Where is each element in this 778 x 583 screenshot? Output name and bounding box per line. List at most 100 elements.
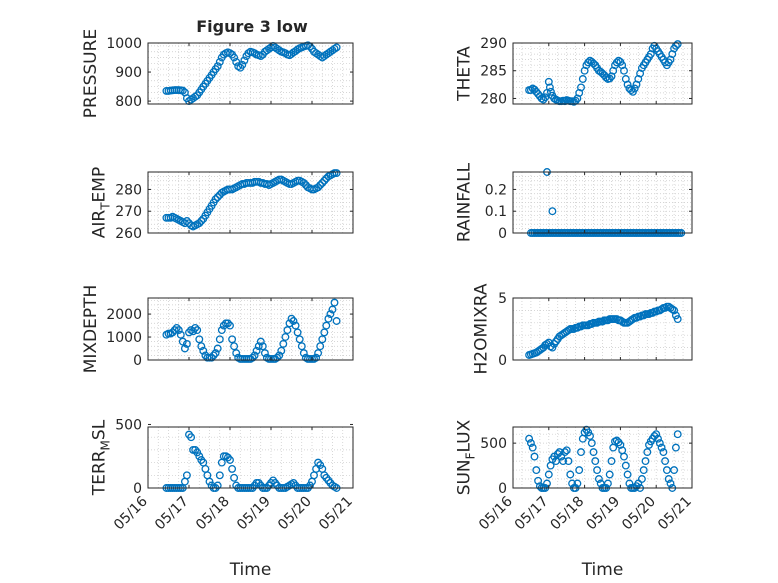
panel-5-point <box>172 323 181 332</box>
panel-5-point <box>297 342 306 351</box>
panel-8-point <box>616 440 625 449</box>
panel-1-point <box>240 56 249 65</box>
panel-5-ytick-label: 1000 <box>106 330 142 346</box>
panel-3-ytick-label: 280 <box>115 182 142 198</box>
panel-5-point <box>332 317 341 325</box>
panel-1-point <box>191 92 200 101</box>
panel-1-point <box>234 62 243 71</box>
panel-3-point <box>195 219 204 228</box>
panel-2-point <box>541 93 550 102</box>
panel-8-point <box>655 439 664 448</box>
panel-8-point <box>661 457 670 466</box>
panel-8-point <box>577 448 585 457</box>
panel-6-point <box>577 322 585 331</box>
panel-8-point <box>564 457 573 466</box>
panel-5-point <box>250 351 259 360</box>
panel-7-point <box>213 481 222 490</box>
panel-6-point <box>593 318 602 327</box>
panel-5-point <box>178 337 187 346</box>
panel-6-point <box>603 316 612 325</box>
panel-2-point <box>623 80 632 89</box>
panel-8-point <box>530 452 539 461</box>
panel-6-ytick-label: 0 <box>498 353 507 369</box>
panel-2-point <box>546 87 555 96</box>
panel-8-point <box>671 443 680 452</box>
panel-1-grid <box>148 43 353 104</box>
panel-7-grid <box>148 427 353 488</box>
panel-8-point <box>641 457 650 466</box>
panel-8-point <box>607 457 616 466</box>
panel-8-point <box>657 443 666 452</box>
panel-4-point <box>548 207 557 216</box>
panel-5-point <box>230 342 239 351</box>
panel-1-point <box>213 62 222 71</box>
panel-7-point <box>316 461 325 470</box>
panel-5-point <box>215 335 224 344</box>
panel-7-point <box>215 471 224 480</box>
panel-5-point <box>213 344 222 353</box>
panel-1: 800 900 1000 PRESSURE <box>81 29 354 118</box>
panel-6-point <box>668 305 677 314</box>
panel-8-ylabel: SUNFLUX <box>455 419 478 495</box>
panel-8-point <box>637 475 646 483</box>
panel-8-point <box>664 475 673 483</box>
panel-5-point <box>289 317 298 325</box>
panel-8-point <box>666 479 675 488</box>
panel-6: 0 5 H2OMIXRA <box>472 283 693 375</box>
panel-7-ytick-label: 500 <box>115 417 142 433</box>
panel-8-point <box>652 430 661 439</box>
panel-6-point <box>661 303 670 312</box>
panel-8-point <box>589 448 598 457</box>
panel-5-point <box>324 314 333 323</box>
panel-2-point <box>627 86 636 95</box>
panel-5-point <box>260 349 269 358</box>
panel-5-point <box>277 346 286 355</box>
panel-8-point <box>525 434 534 443</box>
panel-8-point <box>573 479 582 488</box>
panel-6-point <box>598 317 607 326</box>
panel-5-point <box>191 323 200 332</box>
panel-8-point <box>643 448 652 457</box>
panel-5-point <box>197 342 206 351</box>
panel-8-markers <box>525 425 682 492</box>
panel-5-grid <box>148 298 353 360</box>
panel-1-ylabel: PRESSURE <box>81 29 101 118</box>
panel-8-point <box>670 466 679 475</box>
panel-3-point <box>211 195 220 204</box>
panel-2-point <box>620 66 628 75</box>
panel-2-ytick-label: 280 <box>480 91 507 107</box>
panel-5-point <box>287 314 296 323</box>
panel-1-point <box>256 52 265 61</box>
panel-3-point <box>197 217 206 225</box>
panel-5-point <box>199 346 208 355</box>
panel-5-point <box>283 326 292 335</box>
panel-1-point <box>332 43 341 52</box>
panel-6-markers <box>525 302 682 359</box>
panel-5-point <box>258 342 267 351</box>
panel-1-point <box>215 57 224 66</box>
panel-4-ytick-label: 0.1 <box>485 204 507 220</box>
panel-8-point <box>623 470 632 479</box>
panel-7-point <box>230 473 239 482</box>
panel-7-point <box>195 452 204 461</box>
panel-3-ytick-label: 270 <box>115 204 142 220</box>
panel-5-point <box>318 335 327 344</box>
panel-8-point <box>639 466 648 475</box>
panel-8-point <box>673 430 682 439</box>
panel-5-point <box>170 326 179 335</box>
panel-8-point <box>532 466 541 475</box>
panel-5-point <box>273 353 282 362</box>
panel-8-point <box>620 452 628 461</box>
panel-3-point <box>213 193 222 202</box>
panel-5-point <box>185 328 193 337</box>
panel-7-xlabel: Time <box>229 560 272 580</box>
panel-6-point <box>544 338 553 347</box>
panel-5-point <box>312 353 321 362</box>
panel-2-ylabel: THETA <box>455 46 475 102</box>
panel-5-point <box>195 335 204 344</box>
panel-6-ylabel: H2OMIXRA <box>472 283 492 374</box>
panel-8-ytick-label: 500 <box>480 436 507 452</box>
panel-8-point <box>587 439 596 448</box>
